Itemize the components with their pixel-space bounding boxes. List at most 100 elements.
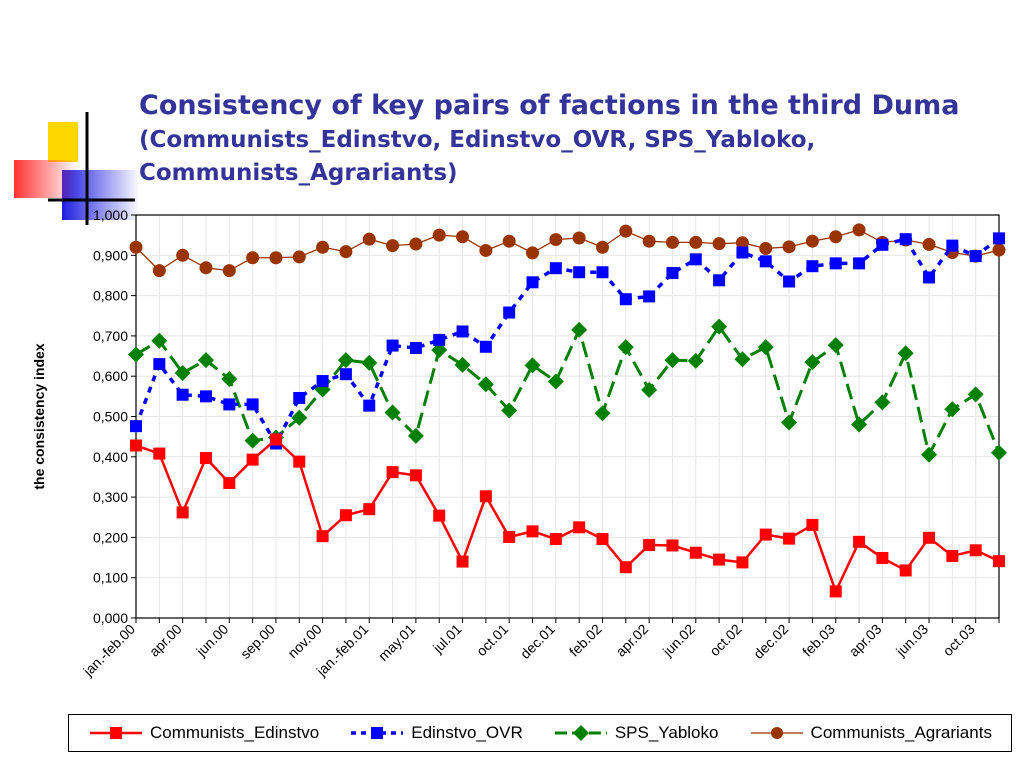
data-point-communists-agrariants (992, 243, 1006, 257)
data-point-edinstvo-ovr (409, 341, 422, 354)
x-tick-label: dec.02 (750, 621, 791, 662)
data-point-edinstvo-ovr (619, 293, 632, 306)
legend-swatch-communists-edinstvo (90, 727, 143, 739)
x-tick-label: jun.03 (892, 621, 931, 660)
title-subtitle: (Communists_Edinstvo, Edinstvo_OVR, SPS_… (139, 127, 816, 186)
data-point-edinstvo-ovr (479, 340, 492, 353)
data-point-edinstvo-ovr (503, 306, 516, 319)
data-point-communists-agrariants (152, 264, 166, 278)
data-point-sps-yabloko (221, 371, 238, 388)
y-tick-label: 0,900 (93, 247, 128, 263)
data-point-edinstvo-ovr (433, 333, 446, 346)
legend-label-edinstvo-ovr: Edinstvo_OVR (411, 723, 523, 742)
data-point-sps-yabloko (524, 357, 541, 374)
deco-yellow-square (48, 122, 78, 162)
data-point-sps-yabloko (151, 332, 168, 349)
data-point-edinstvo-ovr (363, 399, 376, 412)
data-point-communists-edinstvo (339, 509, 352, 522)
series-communists-agrariants (129, 223, 1006, 278)
data-point-sps-yabloko (547, 373, 564, 390)
data-point-edinstvo-ovr (946, 239, 959, 252)
data-point-communists-edinstvo (993, 555, 1005, 568)
x-tick-label: oct.01 (473, 621, 511, 659)
legend-swatch-edinstvo-ovr (351, 727, 404, 739)
data-point-communists-agrariants (759, 241, 773, 255)
legend-item-edinstvo-ovr: Edinstvo_OVR (349, 723, 523, 743)
data-point-communists-agrariants (595, 240, 609, 254)
legend-swatch-sps-yabloko (554, 725, 607, 741)
data-point-edinstvo-ovr (456, 325, 469, 338)
data-point-sps-yabloko (711, 318, 728, 335)
data-point-communists-agrariants (922, 237, 936, 251)
data-point-communists-agrariants (852, 223, 866, 237)
data-point-sps-yabloko (384, 404, 401, 421)
data-point-communists-agrariants (642, 234, 656, 248)
data-point-edinstvo-ovr (783, 275, 796, 288)
x-tick-label: feb.02 (566, 621, 605, 660)
data-point-communists-agrariants (386, 239, 400, 253)
data-point-communists-edinstvo (479, 490, 492, 503)
data-point-communists-edinstvo (806, 518, 819, 531)
legend-item-communists-edinstvo: Communists_Edinstvo (88, 723, 319, 743)
data-point-communists-edinstvo (526, 525, 539, 538)
data-point-sps-yabloko (874, 394, 891, 411)
data-point-communists-agrariants (292, 250, 306, 264)
data-point-communists-edinstvo (293, 455, 306, 468)
data-point-communists-agrariants (619, 224, 633, 238)
data-point-edinstvo-ovr (596, 266, 609, 279)
data-point-sps-yabloko (291, 409, 308, 426)
data-point-communists-edinstvo (130, 439, 142, 452)
data-point-sps-yabloko (664, 352, 681, 369)
data-point-communists-edinstvo (199, 452, 212, 465)
data-point-communists-agrariants (689, 235, 703, 249)
y-tick-label: 0,600 (93, 368, 128, 384)
data-point-communists-edinstvo (433, 509, 446, 522)
x-tick-label: oct.02 (706, 621, 744, 659)
legend-label-communists-agrariants: Communists_Agrariants (810, 723, 992, 742)
data-point-edinstvo-ovr (130, 420, 142, 433)
data-point-sps-yabloko (921, 446, 938, 463)
x-tick-label: apr.02 (612, 621, 651, 660)
data-point-communists-edinstvo (899, 564, 912, 577)
data-point-edinstvo-ovr (899, 233, 912, 246)
series-edinstvo-ovr (130, 232, 1005, 450)
data-point-communists-agrariants (176, 248, 190, 262)
data-point-sps-yabloko (361, 354, 378, 371)
data-point-edinstvo-ovr (689, 253, 702, 266)
data-point-edinstvo-ovr (293, 391, 306, 404)
data-point-sps-yabloko (431, 342, 448, 359)
data-point-edinstvo-ovr (713, 274, 726, 287)
x-tick-label: jun.00 (192, 621, 231, 660)
legend-label-sps-yabloko: SPS_Yabloko (614, 723, 719, 742)
x-tick-label: dec.01 (517, 621, 558, 662)
data-point-edinstvo-ovr (993, 232, 1005, 245)
data-point-sps-yabloko (617, 339, 634, 356)
data-point-edinstvo-ovr (153, 358, 166, 371)
data-point-communists-agrariants (222, 264, 236, 278)
y-tick-label: 0,000 (93, 610, 128, 626)
y-axis-title: the consistency index (31, 343, 47, 489)
data-point-communists-edinstvo (573, 521, 586, 534)
data-point-sps-yabloko (477, 376, 494, 393)
data-point-sps-yabloko (827, 337, 844, 354)
data-point-edinstvo-ovr (199, 390, 212, 403)
data-point-communists-agrariants (805, 234, 819, 248)
data-point-edinstvo-ovr (176, 388, 189, 401)
data-point-communists-edinstvo (269, 433, 282, 446)
x-tick-label: jun.02 (659, 621, 698, 660)
data-point-sps-yabloko (244, 432, 261, 449)
data-point-edinstvo-ovr (736, 246, 749, 259)
data-point-edinstvo-ovr (969, 250, 982, 263)
data-point-sps-yabloko (687, 352, 704, 369)
data-point-communists-edinstvo (246, 453, 259, 466)
data-point-communists-agrariants (339, 245, 353, 259)
data-point-communists-edinstvo (923, 531, 936, 544)
data-point-communists-edinstvo (946, 549, 959, 562)
data-point-edinstvo-ovr (876, 238, 889, 251)
data-point-edinstvo-ovr (806, 260, 819, 273)
x-tick-label: jul.01 (429, 621, 465, 657)
data-point-communists-edinstvo (783, 532, 796, 545)
legend-label-communists-edinstvo: Communists_Edinstvo (150, 723, 320, 742)
data-point-communists-edinstvo (829, 585, 842, 598)
